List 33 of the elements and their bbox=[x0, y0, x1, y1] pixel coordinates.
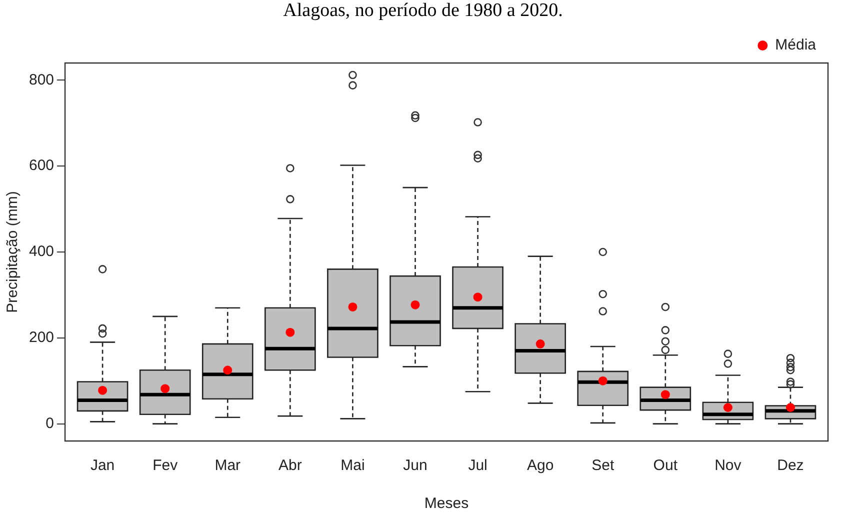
x-tick-label: Jun bbox=[403, 457, 428, 474]
y-axis-title: Precipitação (mm) bbox=[4, 191, 22, 313]
x-tick-label: Mai bbox=[340, 457, 365, 474]
point bbox=[786, 402, 795, 412]
y-tick-label: 0 bbox=[46, 414, 54, 432]
x-tick-label: Jul bbox=[468, 457, 488, 474]
y-tick-label: 600 bbox=[28, 157, 54, 174]
x-tick-label: Nov bbox=[714, 457, 742, 474]
point bbox=[160, 384, 170, 394]
x-tick-label: Out bbox=[653, 457, 678, 474]
x-tick-label: Set bbox=[592, 457, 615, 474]
point bbox=[410, 300, 420, 310]
x-tick-label: Ago bbox=[526, 457, 554, 474]
y-tick-label: 800 bbox=[28, 71, 54, 88]
y-tick-label: 200 bbox=[28, 329, 54, 346]
point bbox=[348, 302, 358, 312]
point bbox=[536, 339, 545, 348]
x-tick-label: Abr bbox=[278, 457, 302, 474]
point bbox=[723, 402, 732, 412]
point bbox=[98, 386, 108, 395]
x-tick-label: Dez bbox=[777, 457, 804, 474]
legend-label: Média bbox=[775, 36, 817, 54]
point bbox=[223, 366, 232, 375]
chart-title: Alagoas, no período de 1980 a 2020. bbox=[282, 0, 564, 22]
point bbox=[660, 390, 670, 400]
point bbox=[598, 376, 608, 386]
x-tick-label: Jan bbox=[90, 457, 115, 474]
y-tick-label: 400 bbox=[28, 243, 54, 260]
x-tick-label: Fev bbox=[152, 457, 178, 474]
point bbox=[286, 328, 295, 337]
x-tick-label: Mar bbox=[214, 457, 241, 474]
point bbox=[473, 292, 482, 302]
x-axis-title: Meses bbox=[424, 495, 469, 512]
